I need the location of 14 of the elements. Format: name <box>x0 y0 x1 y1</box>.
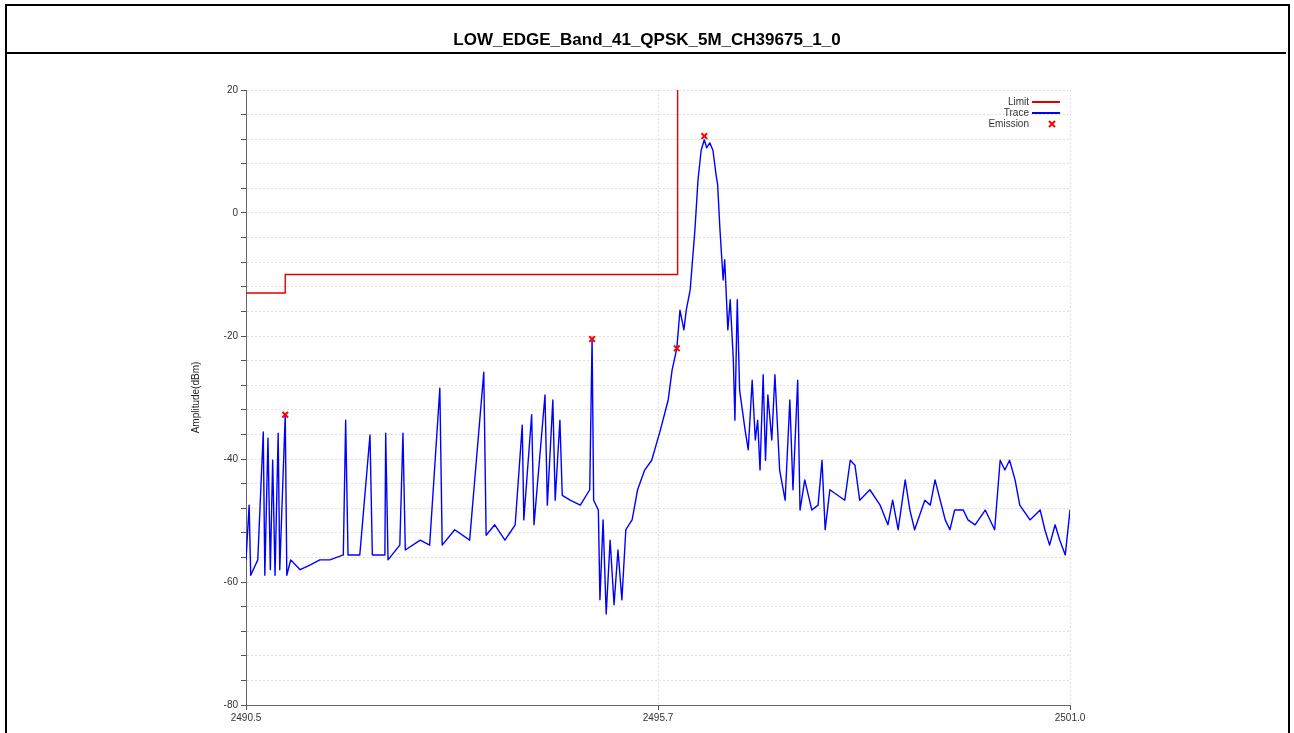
y-tick-label: 20 <box>226 83 239 95</box>
y-tick-label: -60 <box>223 575 239 587</box>
x-tick-label: 2501.0 <box>1054 711 1086 723</box>
y-tick-label: -40 <box>223 452 239 464</box>
x-tick-label: 2490.5 <box>230 711 262 723</box>
y-tick-label: -20 <box>223 329 239 341</box>
y-tick-label: -80 <box>223 698 239 710</box>
legend-label: Trace <box>1003 106 1030 118</box>
legend-label: Limit <box>1007 95 1030 107</box>
legend-label: Emission <box>988 117 1029 129</box>
y-tick-label: 0 <box>232 206 239 218</box>
y-axis-title: Amplitude(dBm) <box>189 361 201 434</box>
x-tick-label: 2495.7 <box>642 711 674 723</box>
chart-title: LOW_EDGE_Band_41_QPSK_5M_CH39675_1_0 <box>452 30 842 50</box>
